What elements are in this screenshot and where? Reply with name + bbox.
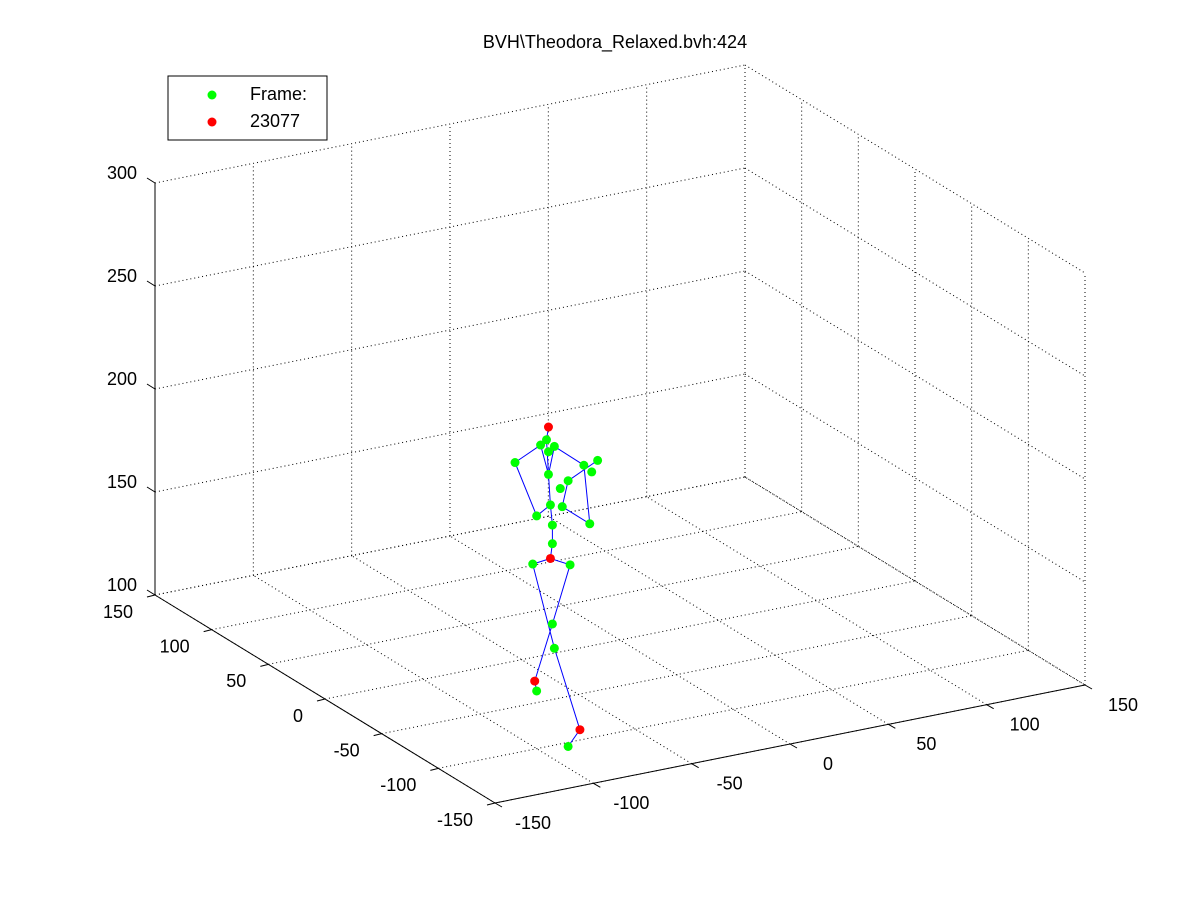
y-tick-label: -100 <box>380 775 416 795</box>
joint-marker <box>536 440 546 450</box>
z-tick-label: 200 <box>107 369 137 389</box>
joint-marker <box>593 455 603 465</box>
joint-marker <box>585 519 595 529</box>
y-tick <box>146 594 156 598</box>
y-tick-label: 100 <box>160 636 190 656</box>
joint-marker <box>532 511 542 521</box>
grid-line <box>154 476 746 596</box>
grid-line <box>744 64 1086 274</box>
z-tick-label: 300 <box>107 163 137 183</box>
joint-marker <box>545 500 555 510</box>
grid-line <box>744 270 1086 480</box>
joint-marker <box>547 619 557 629</box>
y-tick <box>203 629 212 633</box>
legend-label: Frame: <box>250 84 307 104</box>
x-tick-label: 0 <box>823 754 833 774</box>
legend-marker <box>207 117 217 127</box>
y-tick <box>316 698 326 702</box>
grid-line <box>154 64 746 184</box>
y-tick-label: -50 <box>334 740 360 760</box>
joint-marker <box>542 435 551 445</box>
chart-title: BVH\Theodora_Relaxed.bvh:424 <box>483 32 747 53</box>
grid-line <box>154 373 746 493</box>
z-tick <box>146 383 156 390</box>
grid-line <box>438 649 1029 769</box>
legend-marker <box>207 90 217 100</box>
x-tick <box>593 782 601 788</box>
joint-marker <box>563 476 573 486</box>
grid-line <box>744 167 1086 377</box>
z-tick <box>146 589 156 596</box>
x-tick <box>691 763 699 769</box>
x-tick-label: 150 <box>1108 695 1138 715</box>
grid-line <box>744 476 1086 686</box>
x-tick-label: 50 <box>916 734 936 754</box>
joint-marker <box>579 460 589 470</box>
grid-line <box>646 496 987 706</box>
joint-marker <box>575 725 585 735</box>
x-tick-label: 100 <box>1010 714 1040 734</box>
x-tick <box>888 723 896 729</box>
grid-line <box>744 373 1086 583</box>
joint-marker <box>555 484 565 494</box>
grid-line <box>154 270 746 390</box>
joint-marker <box>557 502 567 512</box>
grid-line <box>154 167 746 287</box>
z-tick-label: 150 <box>107 472 137 492</box>
grid-line <box>548 515 889 725</box>
y-tick-label: 0 <box>293 706 303 726</box>
x-tick-label: -100 <box>613 793 649 813</box>
grid-line <box>268 545 859 665</box>
joint-marker <box>549 643 559 653</box>
joint-marker <box>545 553 555 563</box>
z-tick-label: 250 <box>107 266 137 286</box>
joint-marker <box>528 559 538 569</box>
z-tick <box>146 177 156 184</box>
x-tick-label: -50 <box>717 773 743 793</box>
y-tick <box>373 733 382 737</box>
z-tick <box>146 486 156 493</box>
y-tick <box>486 802 496 806</box>
grid-line <box>381 615 972 735</box>
joint-marker <box>543 469 553 479</box>
joint-marker <box>549 441 559 451</box>
x-tick-label: -150 <box>515 813 551 833</box>
z-tick-label: 100 <box>107 575 137 595</box>
joint-marker <box>563 741 573 751</box>
y-tick <box>260 663 269 667</box>
legend-label: 23077 <box>250 111 300 131</box>
y-tick-label: 150 <box>103 602 133 622</box>
y-tick-label: 50 <box>226 671 246 691</box>
joint-marker <box>565 560 575 570</box>
x-tick <box>789 743 798 749</box>
joint-marker <box>532 686 542 696</box>
x-tick <box>1084 684 1093 690</box>
joint-marker <box>587 467 597 477</box>
joint-marker <box>543 422 553 432</box>
joint-marker <box>510 458 520 468</box>
y-tick-label: -150 <box>437 810 473 830</box>
y-tick <box>430 767 439 771</box>
joint-marker <box>547 539 557 549</box>
x-tick <box>986 704 994 710</box>
joint-marker <box>547 520 557 530</box>
joint-marker <box>530 676 540 686</box>
joint-marker <box>543 447 553 457</box>
grid-line <box>211 511 802 631</box>
z-tick <box>146 280 156 287</box>
grid-line <box>324 580 916 700</box>
legend-box <box>167 75 328 141</box>
x-tick <box>494 802 503 808</box>
